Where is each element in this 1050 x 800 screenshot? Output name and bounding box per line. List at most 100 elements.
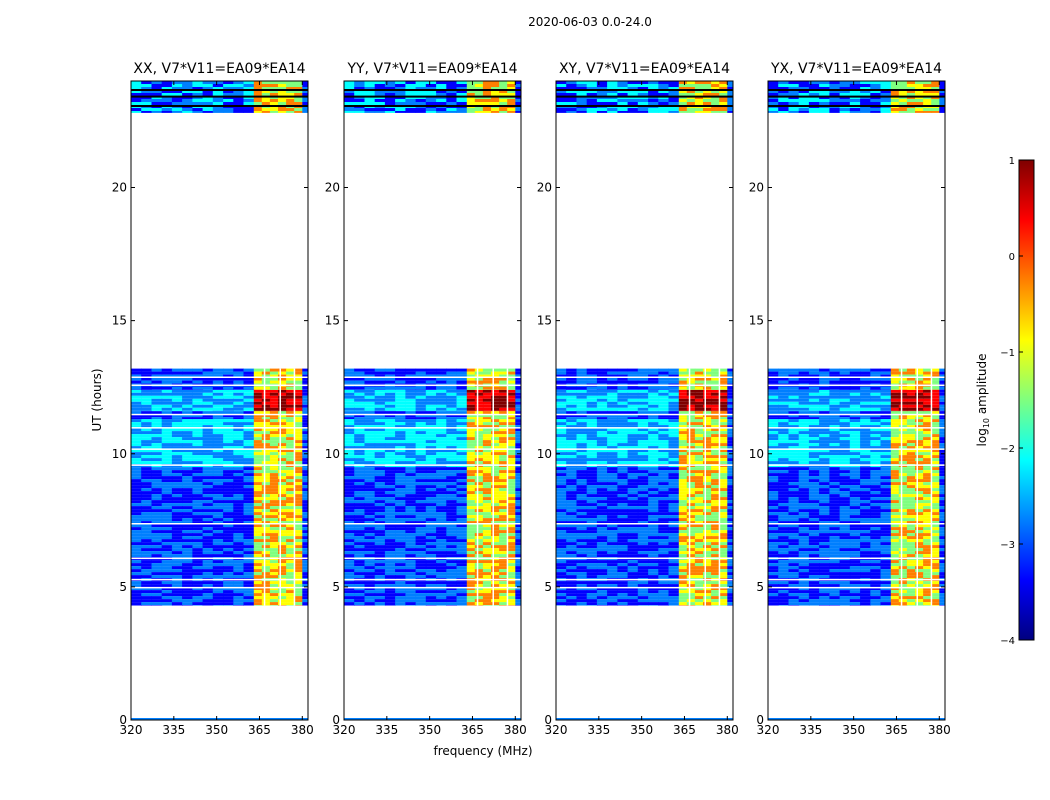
- heatmap-cell: [212, 90, 224, 93]
- heatmap-cell: [344, 548, 355, 552]
- heatmap-cell: [269, 572, 279, 576]
- heatmap-cell: [703, 596, 712, 600]
- heatmap-cell: [596, 417, 608, 420]
- heatmap-cell: [482, 461, 492, 465]
- heatmap-cell: [374, 411, 386, 415]
- heatmap-cell: [637, 414, 649, 418]
- heatmap-cell: [658, 392, 669, 396]
- flag-line: [344, 427, 521, 429]
- heatmap-cell: [446, 414, 457, 418]
- heatmap-cell: [686, 533, 696, 537]
- heatmap-cell: [223, 81, 234, 84]
- heatmap-cell: [668, 569, 680, 573]
- heatmap-cell: [482, 536, 492, 540]
- heatmap-cell: [261, 440, 271, 444]
- heatmap-cell: [171, 455, 183, 459]
- heatmap-cell: [727, 395, 733, 399]
- heatmap-cell: [425, 380, 437, 384]
- heatmap-cell: [302, 449, 308, 453]
- heatmap-cell: [182, 500, 193, 504]
- heatmap-cell: [711, 473, 720, 477]
- heatmap-cell: [161, 428, 173, 432]
- heatmap-cell: [182, 605, 193, 606]
- heatmap-cell: [658, 473, 669, 477]
- heatmap-cell: [374, 398, 386, 402]
- heatmap-cell: [364, 584, 376, 588]
- heatmap-cell: [223, 596, 234, 600]
- heatmap-cell: [556, 440, 567, 444]
- heatmap-cell: [405, 108, 417, 111]
- heatmap-cell: [686, 512, 696, 516]
- heatmap-cell: [627, 596, 639, 600]
- heatmap-cell: [212, 434, 224, 438]
- heatmap-cell: [395, 374, 406, 378]
- heatmap-cell: [658, 389, 669, 393]
- heatmap-cell: [668, 590, 680, 594]
- heatmap-cell: [415, 563, 427, 567]
- heatmap-cell: [627, 479, 639, 483]
- heatmap-cell: [151, 452, 163, 456]
- heatmap-cell: [131, 458, 142, 462]
- heatmap-cell: [395, 392, 406, 396]
- heatmap-cell: [212, 542, 224, 546]
- heatmap-cell: [596, 518, 608, 522]
- heatmap-cell: [344, 533, 355, 537]
- heatmap-cell: [637, 527, 649, 531]
- heatmap-cell: [556, 419, 567, 423]
- heatmap-cell: [436, 446, 447, 450]
- heatmap-cell: [286, 542, 295, 546]
- heatmap-cell: [474, 512, 484, 516]
- heatmap-cell: [253, 524, 263, 528]
- heatmap-cell: [223, 440, 234, 444]
- heatmap-cell: [607, 473, 618, 477]
- heatmap-cell: [694, 560, 704, 564]
- heatmap-cell: [507, 521, 516, 525]
- heatmap-cell: [678, 542, 688, 546]
- heatmap-cell: [474, 389, 484, 393]
- heatmap-cell: [131, 414, 142, 418]
- heatmap-cell: [466, 452, 476, 456]
- heatmap-cell: [131, 596, 142, 600]
- heatmap-cell: [466, 93, 476, 96]
- heatmap-cell: [556, 566, 567, 570]
- heatmap-cell: [243, 443, 255, 447]
- heatmap-cell: [436, 461, 447, 465]
- heatmap-cell: [253, 440, 263, 444]
- heatmap-cell: [727, 411, 733, 415]
- heatmap-cell: [243, 386, 255, 390]
- heatmap-cell: [374, 527, 386, 531]
- heatmap-cell: [405, 476, 417, 480]
- heatmap-cell: [466, 533, 476, 537]
- heatmap-cell: [436, 417, 447, 420]
- heatmap-cell: [354, 485, 365, 489]
- heatmap-cell: [446, 434, 457, 438]
- heatmap-cell: [515, 500, 521, 504]
- heatmap-cell: [374, 407, 386, 411]
- heatmap-cell: [302, 485, 308, 489]
- heatmap-cell: [212, 371, 224, 375]
- heatmap-cell: [151, 99, 163, 102]
- heatmap-cell: [491, 99, 500, 102]
- heatmap-cell: [405, 512, 417, 516]
- heatmap-cell: [499, 581, 508, 585]
- heatmap-cell: [474, 401, 484, 405]
- heatmap-cell: [607, 524, 618, 528]
- heatmap-cell: [364, 407, 376, 411]
- heatmap-cell: [576, 455, 588, 459]
- heatmap-cell: [627, 389, 639, 393]
- heatmap-cell: [596, 411, 608, 415]
- heatmap-cell: [261, 449, 271, 453]
- heatmap-cell: [515, 467, 521, 471]
- heatmap-cell: [233, 411, 244, 415]
- heatmap-cell: [711, 584, 720, 588]
- heatmap-cell: [425, 417, 437, 420]
- heatmap-cell: [727, 521, 733, 525]
- heatmap-cell: [253, 482, 263, 486]
- heatmap-cell: [607, 512, 618, 516]
- heatmap-cell: [507, 551, 516, 555]
- heatmap-cell: [576, 581, 588, 585]
- heatmap-cell: [446, 87, 457, 90]
- heatmap-cell: [405, 587, 417, 591]
- heatmap-cell: [374, 404, 386, 408]
- heatmap-cell: [294, 470, 303, 474]
